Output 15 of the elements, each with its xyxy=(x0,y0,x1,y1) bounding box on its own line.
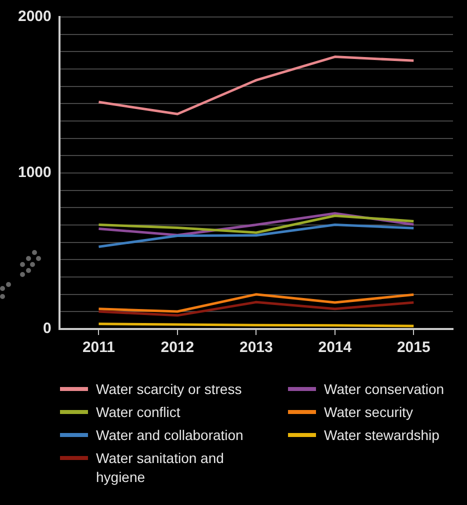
x-tick-label: 2014 xyxy=(318,339,352,356)
x-tick-label: 2015 xyxy=(396,339,430,356)
legend-label: Water and collaboration xyxy=(96,426,244,445)
y-tick-label: 1000 xyxy=(18,164,52,182)
legend-label: Water security xyxy=(324,403,413,422)
legend-label: Water sanitation and hygiene xyxy=(96,449,225,487)
y-tick-label: 0 xyxy=(43,320,52,338)
legend-label: Water stewardship xyxy=(324,426,440,445)
y-tick-label: 2000 xyxy=(18,8,52,26)
legend-label: Water scarcity or stress xyxy=(96,380,242,399)
x-tick-label: 2013 xyxy=(239,339,273,356)
x-tick-label: 2011 xyxy=(82,339,116,356)
legend-label: Water conservation xyxy=(324,380,444,399)
legend-label: Water conflict xyxy=(96,403,180,422)
x-tick-label: 2012 xyxy=(160,339,194,356)
